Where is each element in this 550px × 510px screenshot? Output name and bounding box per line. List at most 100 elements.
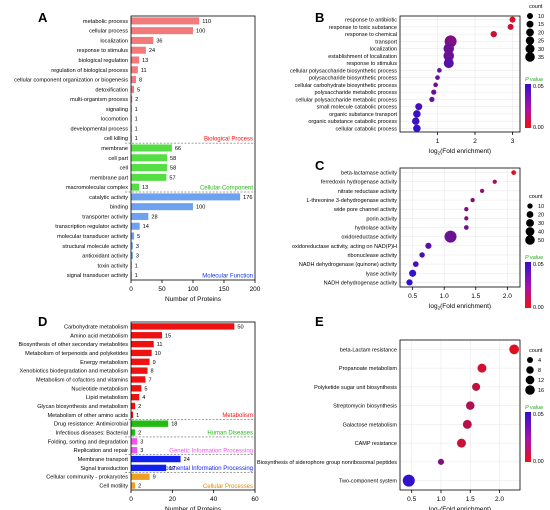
- category-label: polysaccharide biosynthetic process: [309, 76, 397, 82]
- x-tick-label: 0.5: [408, 293, 417, 300]
- point: [470, 197, 475, 203]
- size-legend-circle: [526, 20, 534, 28]
- data-label: 2: [135, 97, 138, 103]
- category-label: localization: [100, 38, 128, 44]
- category-label: response to stimulus: [347, 61, 398, 67]
- data-label: 2: [138, 431, 141, 437]
- x-tick-label: 0: [129, 496, 133, 503]
- color-legend-bar: [525, 84, 531, 128]
- category-label: multi-organism process: [70, 97, 128, 103]
- data-label: 13: [142, 58, 148, 64]
- category-label: oxidoreductase activity, acting on NAD(P…: [292, 244, 397, 250]
- point: [472, 382, 481, 391]
- point: [402, 474, 415, 487]
- category-label: catalytic activity: [89, 195, 128, 201]
- size-legend-circle: [526, 366, 534, 374]
- category-label: ribonuclease activity: [347, 253, 397, 259]
- category-label: Cellular community - prokaryotes: [46, 475, 128, 481]
- size-legend-label: 15: [538, 22, 544, 28]
- size-legend-label: 35: [538, 55, 544, 61]
- data-label: 4: [142, 395, 145, 401]
- data-label: 2: [138, 484, 141, 490]
- data-label: 28: [151, 214, 157, 220]
- bar: [131, 203, 193, 211]
- data-label: 1: [135, 263, 138, 269]
- size-legend-circle: [525, 235, 535, 245]
- point: [509, 16, 516, 23]
- data-label: 15: [165, 333, 171, 339]
- data-label: 5: [144, 386, 147, 392]
- panel-c-bubble-chart: beta-lactamase activity ferredoxin hydrog…: [292, 167, 544, 311]
- data-label: 36: [156, 38, 162, 44]
- data-label: 1: [136, 413, 139, 419]
- bar: [131, 367, 148, 374]
- bar: [131, 411, 134, 419]
- bar: [131, 420, 169, 427]
- category-label: Two-component system: [339, 479, 397, 485]
- category-label: cell killing: [104, 136, 128, 142]
- panel-letter-d: D: [38, 314, 47, 329]
- point: [413, 124, 421, 133]
- bar: [131, 473, 150, 480]
- data-label: 5: [137, 234, 140, 240]
- bar: [131, 222, 140, 230]
- category-label: cellular polysaccharide metabolic proces…: [296, 97, 398, 103]
- point: [464, 207, 469, 212]
- x-tick-label: 1.5: [471, 293, 480, 300]
- category-label: polysaccharide metabolic process: [314, 90, 397, 96]
- data-label: 14: [143, 224, 149, 230]
- x-tick-label: 1.0: [436, 496, 445, 503]
- category-label: Biosynthesis of siderophore group nonrib…: [257, 460, 397, 466]
- size-legend-label: 8: [538, 368, 541, 374]
- category-label: Metabolism of terpenoids and polyketides: [25, 351, 128, 357]
- category-label: cell part: [108, 156, 128, 162]
- point: [429, 96, 435, 102]
- size-legend-label: 50: [538, 238, 544, 244]
- category-label: L-threonine 3-dehydrogenase activity: [306, 198, 397, 204]
- bar: [131, 183, 140, 191]
- category-label: Biosynthesis of other secondary metaboli…: [19, 342, 129, 348]
- category-label: binding: [110, 205, 128, 211]
- bar: [131, 193, 241, 201]
- category-label: porin activity: [366, 216, 397, 222]
- color-legend-bar: [525, 412, 531, 462]
- category-label: transcription regulator activity: [55, 224, 128, 230]
- size-legend-circle: [526, 28, 534, 37]
- category-label: Infectious diseases: Bacterial: [56, 431, 128, 437]
- category-label: small molecule catabolic process: [317, 105, 398, 111]
- group-label: Environmental Information Processing: [152, 466, 253, 472]
- point: [413, 110, 421, 118]
- data-label: 24: [149, 48, 155, 54]
- plot-frame: [399, 339, 521, 491]
- bar: [131, 252, 133, 260]
- size-legend-label: 30: [538, 47, 544, 53]
- point: [411, 117, 420, 125]
- point: [443, 50, 455, 62]
- data-label: 13: [142, 185, 148, 191]
- category-label: toxin activity: [98, 263, 129, 269]
- point: [509, 344, 520, 355]
- category-label: antioxidant activity: [82, 254, 128, 260]
- x-tick-label: 1.0: [440, 293, 449, 300]
- point: [463, 225, 469, 230]
- category-label: hydrolase activity: [355, 226, 397, 232]
- bar: [131, 385, 142, 392]
- data-label: 17: [169, 466, 175, 472]
- point: [435, 75, 440, 80]
- size-legend-label: 16: [538, 388, 544, 394]
- plot-frame: [399, 15, 521, 133]
- data-label: 50: [237, 324, 243, 330]
- size-legend-label: 10: [538, 204, 544, 210]
- bar: [131, 85, 135, 93]
- size-legend-label: 30: [538, 221, 544, 227]
- size-legend-label: 25: [538, 39, 544, 45]
- category-label: NADH dehydrogenase (quinone) activity: [299, 262, 397, 268]
- color-legend-title: P value: [525, 255, 543, 261]
- data-label: 3: [140, 439, 143, 445]
- panel-letter-e: E: [315, 314, 324, 329]
- size-legend-label: 12: [538, 378, 544, 384]
- category-label: Polyketide sugar unit biosynthesis: [314, 385, 397, 391]
- x-tick-label: 50: [158, 286, 166, 293]
